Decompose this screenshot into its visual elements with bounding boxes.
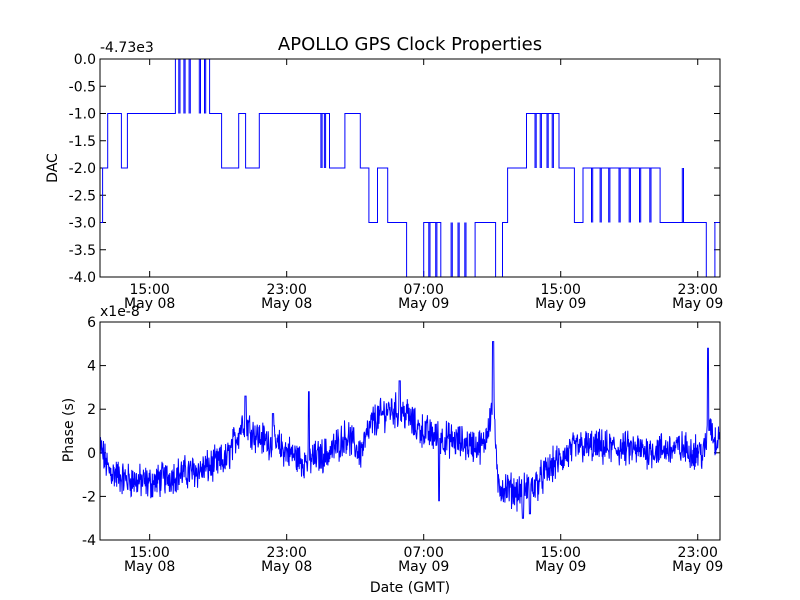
dac-series-line: [100, 58, 720, 278]
dac-xtick-time: 15:00: [129, 282, 169, 298]
dac-xtick-date: May 08: [124, 296, 175, 312]
dac-xtick-time: 15:00: [541, 282, 581, 298]
phase-xtick-date: May 08: [261, 559, 312, 575]
phase-series-line: [99, 341, 721, 519]
phase-ytick-label: -2: [82, 489, 96, 505]
phase-axes-frame: [99, 321, 721, 541]
dac-yticks: 0.0 -0.5 -1.0 -1.5 -2.0 -2.5 -3.0 -3.5 -4.0: [69, 52, 720, 286]
dac-ytick-label: -2.0: [69, 161, 96, 177]
phase-ytick-label: 2: [87, 402, 96, 418]
phase-xtick-date: May 09: [535, 559, 586, 575]
dac-ytick-label: -3.0: [69, 216, 96, 232]
dac-ytick-label: -3.5: [69, 243, 96, 259]
phase-xlabel: Date (GMT): [370, 580, 450, 596]
dac-xtick-date: May 09: [398, 296, 449, 312]
dac-axes: -4.73e3 DAC 0.0 -0.5 -1.0 -1.5 -2.0 -2.5 -3.0 -…: [45, 40, 723, 312]
phase-xtick-time: 15:00: [129, 545, 169, 561]
dac-ytick-label: -1.5: [69, 134, 96, 150]
phase-ytick-label: 0: [87, 446, 96, 462]
phase-xtick-time: 07:00: [404, 545, 444, 561]
phase-xtick-date: May 09: [672, 559, 723, 575]
dac-ytick-label: -0.5: [69, 79, 96, 95]
dac-xtick-date: May 08: [261, 296, 312, 312]
dac-ytick-label: -2.5: [69, 188, 96, 204]
phase-ytick-label: 6: [87, 315, 96, 331]
dac-ytick-label: 0.0: [74, 52, 96, 68]
dac-xtick-date: May 09: [535, 296, 586, 312]
phase-xtick-time: 23:00: [678, 545, 718, 561]
dac-ytick-label: -4.0: [69, 270, 96, 286]
phase-ytick-label: 4: [87, 359, 96, 375]
phase-xtick-date: May 09: [398, 559, 449, 575]
phase-xtick-date: May 08: [124, 559, 175, 575]
phase-xtick-time: 23:00: [267, 545, 307, 561]
dac-ylabel: DAC: [45, 153, 61, 183]
phase-ylabel: Phase (s): [61, 398, 77, 462]
chart-title: APOLLO GPS Clock Properties: [278, 34, 542, 55]
dac-ytick-label: -1.0: [69, 107, 96, 123]
phase-ytick-label: -4: [82, 533, 96, 549]
dac-xtick-time: 23:00: [678, 282, 718, 298]
dac-axes-frame: [99, 58, 721, 278]
dac-xtick-date: May 09: [672, 296, 723, 312]
phase-xtick-time: 15:00: [541, 545, 581, 561]
dac-xtick-time: 23:00: [267, 282, 307, 298]
dac-xtick-time: 07:00: [404, 282, 444, 298]
phase-offset-label: x1e-8: [100, 304, 140, 320]
dac-offset-label: -4.73e3: [100, 40, 154, 56]
